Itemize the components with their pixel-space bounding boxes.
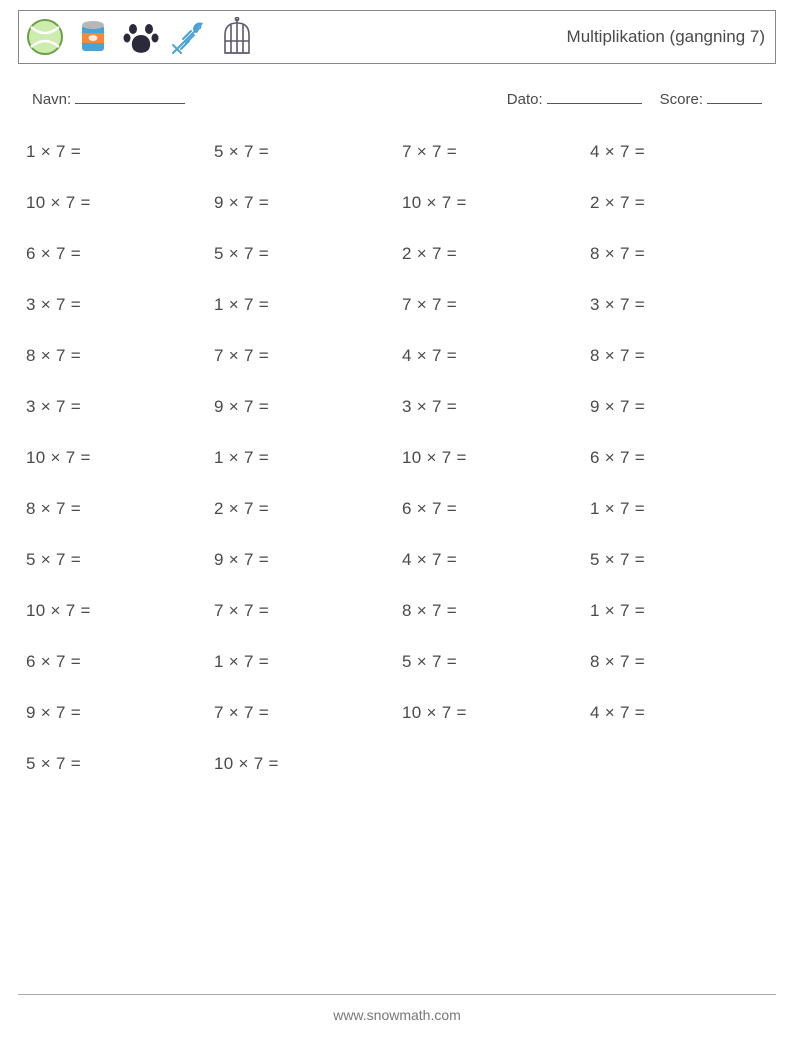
problem-cell: 3 × 7 =: [26, 397, 204, 417]
problem-cell: 10 × 7 =: [26, 193, 204, 213]
problem-cell: 1 × 7 =: [590, 601, 768, 621]
tennis-ball-icon: [25, 17, 65, 57]
problem-cell: 1 × 7 =: [214, 448, 392, 468]
problem-cell: 2 × 7 =: [214, 499, 392, 519]
problem-cell: 3 × 7 =: [402, 397, 580, 417]
problem-cell: 7 × 7 =: [402, 142, 580, 162]
problem-cell: 10 × 7 =: [402, 193, 580, 213]
problem-cell: 7 × 7 =: [402, 295, 580, 315]
problem-cell: 10 × 7 =: [26, 601, 204, 621]
problem-cell: 8 × 7 =: [590, 244, 768, 264]
problem-cell: 5 × 7 =: [590, 550, 768, 570]
problem-cell: 9 × 7 =: [590, 397, 768, 417]
problem-cell: 6 × 7 =: [402, 499, 580, 519]
problem-cell: 10 × 7 =: [26, 448, 204, 468]
problem-cell: 3 × 7 =: [26, 295, 204, 315]
problem-grid: 1 × 7 = 5 × 7 = 7 × 7 = 4 × 7 = 10 × 7 = 9 × …: [26, 142, 768, 774]
problem-cell: 2 × 7 =: [590, 193, 768, 213]
problem-cell: 1 × 7 =: [214, 652, 392, 672]
problem-cell: 10 × 7 =: [214, 754, 392, 774]
problem-cell: 10 × 7 =: [402, 703, 580, 723]
problem-cell: 7 × 7 =: [214, 601, 392, 621]
problem-cell: 2 × 7 =: [402, 244, 580, 264]
problem-cell: 5 × 7 =: [26, 754, 204, 774]
name-field: Navn:: [32, 90, 185, 108]
problem-cell: 5 × 7 =: [26, 550, 204, 570]
problem-cell: 7 × 7 =: [214, 346, 392, 366]
problem-cell: 9 × 7 =: [214, 193, 392, 213]
date-label: Dato:: [507, 91, 543, 108]
problem-cell: 8 × 7 =: [402, 601, 580, 621]
date-score-field: Dato: Score:: [507, 90, 762, 108]
problem-cell: 1 × 7 =: [214, 295, 392, 315]
problem-cell: 7 × 7 =: [214, 703, 392, 723]
name-blank[interactable]: [75, 90, 185, 104]
problem-cell: 6 × 7 =: [26, 652, 204, 672]
problem-cell: 1 × 7 =: [590, 499, 768, 519]
problem-cell: 1 × 7 =: [26, 142, 204, 162]
can-icon: [73, 17, 113, 57]
problem-cell: 4 × 7 =: [590, 142, 768, 162]
birdcage-icon: [217, 17, 257, 57]
score-blank[interactable]: [707, 90, 762, 104]
problem-cell: 8 × 7 =: [590, 652, 768, 672]
problem-cell: 4 × 7 =: [402, 346, 580, 366]
header-icons: [25, 17, 257, 57]
worksheet-title: Multiplikation (gangning 7): [567, 27, 765, 47]
problem-cell: 10 × 7 =: [402, 448, 580, 468]
footer-text: www.snowmath.com: [0, 1007, 794, 1023]
meta-row: Navn: Dato: Score:: [32, 90, 762, 108]
problem-cell: [590, 754, 768, 774]
problem-cell: 3 × 7 =: [590, 295, 768, 315]
footer-rule: [18, 994, 776, 995]
problem-cell: [402, 754, 580, 774]
problem-cell: 8 × 7 =: [590, 346, 768, 366]
problem-cell: 6 × 7 =: [26, 244, 204, 264]
problem-cell: 6 × 7 =: [590, 448, 768, 468]
problem-cell: 9 × 7 =: [214, 397, 392, 417]
problem-cell: 4 × 7 =: [590, 703, 768, 723]
header-box: Multiplikation (gangning 7): [18, 10, 776, 64]
name-label: Navn:: [32, 91, 71, 108]
date-blank[interactable]: [547, 90, 642, 104]
paw-icon: [121, 17, 161, 57]
score-label: Score:: [660, 91, 703, 108]
problem-cell: 9 × 7 =: [214, 550, 392, 570]
problem-cell: 4 × 7 =: [402, 550, 580, 570]
problem-cell: 8 × 7 =: [26, 346, 204, 366]
problem-cell: 9 × 7 =: [26, 703, 204, 723]
problem-cell: 5 × 7 =: [402, 652, 580, 672]
problem-cell: 5 × 7 =: [214, 244, 392, 264]
fish-bone-icon: [169, 17, 209, 57]
problem-cell: 5 × 7 =: [214, 142, 392, 162]
problem-cell: 8 × 7 =: [26, 499, 204, 519]
